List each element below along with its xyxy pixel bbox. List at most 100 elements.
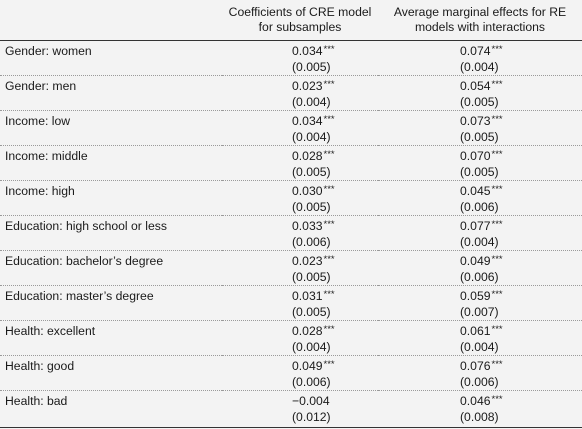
- re-marginal-effect-cell: 0.054*** (0.005): [378, 75, 582, 111]
- row-label: Gender: women: [0, 40, 222, 76]
- row-label: Income: high: [0, 180, 222, 216]
- re-marginal-effect-standard-error: (0.008): [460, 409, 499, 424]
- significance-stars: ***: [323, 148, 335, 160]
- cre-coefficient-value: −0.004: [292, 394, 378, 410]
- re-marginal-effect-estimate: 0.073: [460, 113, 491, 128]
- significance-stars: ***: [323, 43, 335, 55]
- cre-coefficient-cell: 0.023*** (0.005): [222, 250, 378, 286]
- cre-coefficient-standard-error: (0.005): [292, 269, 331, 284]
- re-marginal-effect-estimate: 0.074: [460, 43, 491, 58]
- cre-coefficient-value: 0.030***: [292, 184, 378, 200]
- row-label: Education: high school or less: [0, 215, 222, 251]
- cre-coefficient-value: 0.049***: [292, 359, 378, 375]
- re-marginal-effect-value: 0.077***: [460, 219, 582, 235]
- re-marginal-effect-cell: 0.049*** (0.006): [378, 250, 582, 286]
- cre-coefficient-value: 0.033***: [292, 219, 378, 235]
- re-marginal-effect-estimate: 0.077: [460, 218, 491, 233]
- re-marginal-effect-standard-error: (0.006): [460, 374, 499, 389]
- significance-stars: ***: [491, 288, 503, 300]
- cre-coefficient-standard-error: (0.005): [292, 59, 331, 74]
- table-row: Education: master’s degree 0.031*** (0.005…: [0, 285, 582, 321]
- significance-stars: ***: [491, 183, 503, 195]
- cre-coefficient-standard-error: (0.006): [292, 234, 331, 249]
- cre-coefficient-value: 0.034***: [292, 44, 378, 60]
- row-label: Health: good: [0, 355, 222, 391]
- cre-coefficient-cell: 0.031*** (0.005): [222, 285, 378, 321]
- re-marginal-effect-value: 0.054***: [460, 79, 582, 95]
- table-row: Income: middle 0.028*** (0.005) 0.070*** (0.…: [0, 145, 582, 181]
- re-marginal-effect-estimate: 0.061: [460, 323, 491, 338]
- header-label-column: [0, 0, 222, 41]
- re-marginal-effect-estimate: 0.045: [460, 183, 491, 198]
- significance-stars: ***: [323, 218, 335, 230]
- cre-coefficient-cell: 0.034*** (0.005): [222, 40, 378, 76]
- table-header-row: Coefficients of CRE model for subsamples…: [0, 0, 582, 41]
- re-marginal-effect-standard-error: (0.005): [460, 94, 499, 109]
- cre-coefficient-estimate: 0.030: [292, 183, 323, 198]
- cre-coefficient-cell: −0.004 (0.012): [222, 390, 378, 428]
- significance-stars: ***: [323, 113, 335, 125]
- re-marginal-effect-value: 0.074***: [460, 44, 582, 60]
- significance-stars: ***: [323, 253, 335, 265]
- significance-stars: ***: [323, 288, 335, 300]
- row-label: Education: master’s degree: [0, 285, 222, 321]
- cre-coefficient-value: 0.034***: [292, 114, 378, 130]
- cre-coefficient-estimate: 0.031: [292, 288, 323, 303]
- cre-coefficient-cell: 0.030*** (0.005): [222, 180, 378, 216]
- significance-stars: ***: [491, 148, 503, 160]
- re-marginal-effect-standard-error: (0.005): [460, 164, 499, 179]
- re-marginal-effect-value: 0.059***: [460, 289, 582, 305]
- re-marginal-effect-estimate: 0.054: [460, 78, 491, 93]
- re-marginal-effect-value: 0.046***: [460, 394, 582, 410]
- cre-coefficient-estimate: 0.023: [292, 78, 323, 93]
- re-marginal-effect-value: 0.076***: [460, 359, 582, 375]
- re-marginal-effect-cell: 0.059*** (0.007): [378, 285, 582, 321]
- table-row: Education: bachelor’s degree 0.023*** (0.0…: [0, 250, 582, 286]
- re-marginal-effect-value: 0.073***: [460, 114, 582, 130]
- cre-coefficient-estimate: 0.034: [292, 43, 323, 58]
- cre-coefficient-cell: 0.028*** (0.005): [222, 145, 378, 181]
- cre-coefficient-estimate: −0.004: [292, 393, 330, 408]
- re-marginal-effect-cell: 0.061*** (0.004): [378, 320, 582, 356]
- re-marginal-effect-value: 0.061***: [460, 324, 582, 340]
- cre-coefficient-cell: 0.034*** (0.004): [222, 110, 378, 146]
- table-row: Health: good 0.049*** (0.006) 0.076*** (0.00…: [0, 355, 582, 391]
- cre-coefficient-cell: 0.049*** (0.006): [222, 355, 378, 391]
- row-label: Health: bad: [0, 390, 222, 428]
- cre-coefficient-standard-error: (0.005): [292, 304, 331, 319]
- table-row: Health: excellent 0.028*** (0.004) 0.061***…: [0, 320, 582, 356]
- cre-coefficient-estimate: 0.033: [292, 218, 323, 233]
- re-marginal-effect-cell: 0.073*** (0.005): [378, 110, 582, 146]
- re-marginal-effect-standard-error: (0.004): [460, 234, 499, 249]
- row-label: Income: low: [0, 110, 222, 146]
- cre-coefficient-value: 0.023***: [292, 79, 378, 95]
- re-marginal-effect-standard-error: (0.004): [460, 59, 499, 74]
- re-marginal-effect-cell: 0.045*** (0.006): [378, 180, 582, 216]
- table-row: Health: bad −0.004 (0.012) 0.046*** (0.008): [0, 390, 582, 428]
- row-label: Education: bachelor’s degree: [0, 250, 222, 286]
- re-marginal-effect-value: 0.049***: [460, 254, 582, 270]
- cre-coefficient-value: 0.028***: [292, 324, 378, 340]
- cre-coefficient-standard-error: (0.005): [292, 199, 331, 214]
- significance-stars: ***: [323, 323, 335, 335]
- re-marginal-effect-cell: 0.046*** (0.008): [378, 390, 582, 428]
- cre-coefficient-standard-error: (0.004): [292, 94, 331, 109]
- re-marginal-effect-cell: 0.077*** (0.004): [378, 215, 582, 251]
- re-marginal-effect-value: 0.045***: [460, 184, 582, 200]
- row-label: Income: middle: [0, 145, 222, 181]
- cre-coefficient-cell: 0.023*** (0.004): [222, 75, 378, 111]
- significance-stars: ***: [491, 323, 503, 335]
- re-marginal-effect-cell: 0.074*** (0.004): [378, 40, 582, 76]
- header-cre-coefficients: Coefficients of CRE model for subsamples: [222, 0, 378, 41]
- re-marginal-effect-standard-error: (0.007): [460, 304, 499, 319]
- cre-coefficient-value: 0.031***: [292, 289, 378, 305]
- significance-stars: ***: [323, 358, 335, 370]
- re-marginal-effect-standard-error: (0.006): [460, 269, 499, 284]
- re-marginal-effect-estimate: 0.049: [460, 253, 491, 268]
- cre-coefficient-cell: 0.028*** (0.004): [222, 320, 378, 356]
- table-row: Gender: women 0.034*** (0.005) 0.074*** (0.0…: [0, 40, 582, 76]
- row-label: Gender: men: [0, 75, 222, 111]
- re-marginal-effect-cell: 0.076*** (0.006): [378, 355, 582, 391]
